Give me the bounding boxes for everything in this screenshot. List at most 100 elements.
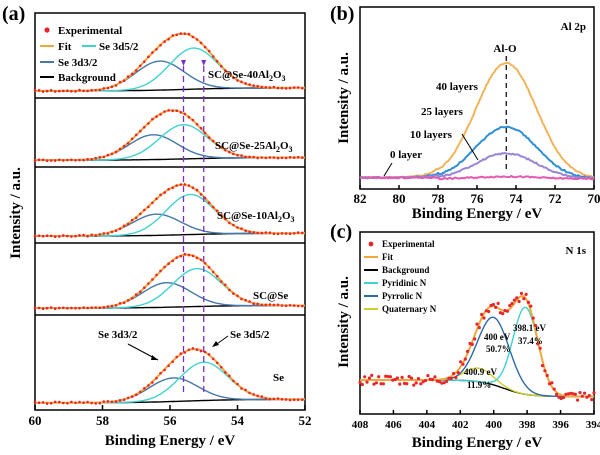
a-40-experimental-point [143, 60, 146, 63]
panel-a-xlabel: Binding Energy / eV [105, 433, 236, 449]
a-se-experimental-point [220, 366, 223, 369]
a-25-experimental-point [159, 113, 162, 116]
a-se-experimental-point [284, 398, 288, 401]
a-se-experimental-point [264, 397, 268, 400]
a-scse-experimental-point [264, 303, 268, 307]
a-40-experimental-point [215, 60, 219, 63]
a-scse-experimental-point [82, 306, 85, 309]
a-se-experimental-point [147, 384, 150, 387]
a-10-experimental-point [203, 196, 207, 200]
a-se-experimental-point [37, 401, 41, 405]
a-10-experimental-point [288, 232, 292, 235]
a-25-experimental-point [151, 117, 154, 121]
a-40-experimental-point [224, 69, 227, 72]
a-10-experimental-point [244, 229, 247, 232]
b-x-tick-label: 82 [354, 191, 367, 206]
a-25-experimental-point [53, 159, 57, 162]
a-40-experimental-point [301, 87, 304, 90]
a-se-experimental-point [151, 381, 154, 384]
a-10-experimental-point [70, 235, 73, 238]
panel-c-frame [359, 231, 595, 415]
a-se-experimental-point [70, 400, 73, 404]
a-se-experimental-point [191, 347, 195, 350]
a-scse-experimental-point [45, 306, 49, 310]
a-se-experimental-point [207, 353, 211, 356]
a-25-experimental-point [260, 156, 264, 159]
a-se-experimental-point [301, 398, 304, 402]
a-scse-experimental-point [130, 296, 134, 300]
a-40-experimental-point [167, 37, 170, 41]
a-scse-experimental-point [139, 290, 142, 294]
c-experimental-point [463, 357, 467, 361]
a-x-tick-label: 58 [96, 413, 110, 428]
a-se-experimental-point [53, 400, 57, 404]
a-40-experimental-point [268, 86, 272, 89]
a-se-experimental-point [248, 391, 251, 395]
c-experimental-point [480, 312, 484, 317]
c-experimental-point [414, 381, 418, 385]
a-scse-experimental-point [272, 303, 276, 307]
a-scse-experimental-point [90, 306, 93, 310]
a-se-experimental-point [252, 393, 255, 396]
a-40-experimental-point [284, 87, 288, 90]
a-scse-experimental-point [280, 304, 284, 307]
a-10-experimental-point [207, 201, 211, 204]
c-x-tick-label: 402 [452, 419, 469, 431]
c-x-tick-label: 396 [552, 419, 569, 431]
a-10-experimental-point [143, 208, 146, 212]
a-scse-experimental-point [33, 306, 37, 310]
c-fit-line [360, 294, 594, 398]
a-se-experimental-point [288, 398, 292, 402]
c-experimental-point [550, 381, 554, 385]
a-10-experimental-point [175, 184, 178, 187]
c-experimental-point [562, 395, 566, 400]
a-10-experimental-point [49, 234, 53, 238]
a-40-experimental-point [220, 64, 223, 68]
a-scse-experimental-point [183, 252, 187, 256]
a-40-experimental-point [248, 83, 251, 86]
a-se-experimental-point [45, 402, 49, 405]
annotation-se-3d32-arrowhead [151, 355, 158, 360]
a-25-experimental-point [49, 159, 53, 162]
c-experimental-point [473, 337, 477, 341]
a-40-experimental-point [240, 80, 243, 84]
a-25-experimental-point [130, 137, 134, 141]
a-40-experimental-point [126, 75, 130, 78]
a-se-experimental-point [114, 400, 118, 403]
a-40-experimental-point [163, 40, 166, 43]
a-10-experimental-point [62, 234, 65, 237]
legend-c-background: Background [382, 265, 429, 275]
a-scse-experimental-point [41, 307, 45, 311]
a-scse-experimental-point [296, 304, 300, 308]
a-40-experimental-point [260, 85, 264, 89]
a-se-experimental-point [232, 379, 235, 383]
a-scse-experimental-point [155, 273, 158, 277]
a-40-experimental-point [53, 90, 57, 93]
c-experimental-point [482, 316, 486, 320]
b-x-tick-label: 78 [432, 191, 446, 206]
b-x-tick-label: 72 [549, 191, 562, 206]
a-40-experimental-point [130, 72, 134, 76]
a-se-experimental-point [159, 371, 162, 375]
a-10-experimental-point [37, 234, 41, 237]
c-experimental-point [564, 392, 568, 396]
panel-b-letter: (b) [330, 3, 354, 25]
a-scse-experimental-point [58, 306, 61, 310]
c-experimental-point [459, 360, 463, 364]
legend-experimental-marker [44, 27, 50, 33]
a-40-experimental-point [280, 86, 284, 90]
a-scse-experimental-point [191, 254, 195, 258]
a-25-experimental-point [66, 158, 69, 162]
a-scse-experimental-point [62, 306, 65, 310]
a-scse-experimental-point [143, 286, 146, 290]
c-experimental-point [524, 292, 528, 296]
c-experimental-point [372, 382, 376, 386]
a-se-experimental-point [143, 387, 146, 390]
a-scse-experimental-point [118, 302, 122, 305]
a-25-experimental-point [143, 125, 146, 129]
c-experimental-point [487, 309, 491, 314]
a-se-experimental-point [66, 402, 69, 405]
legend-c-quaternary: Quaternary N [382, 304, 437, 314]
a-scse-experimental-point [215, 274, 219, 278]
